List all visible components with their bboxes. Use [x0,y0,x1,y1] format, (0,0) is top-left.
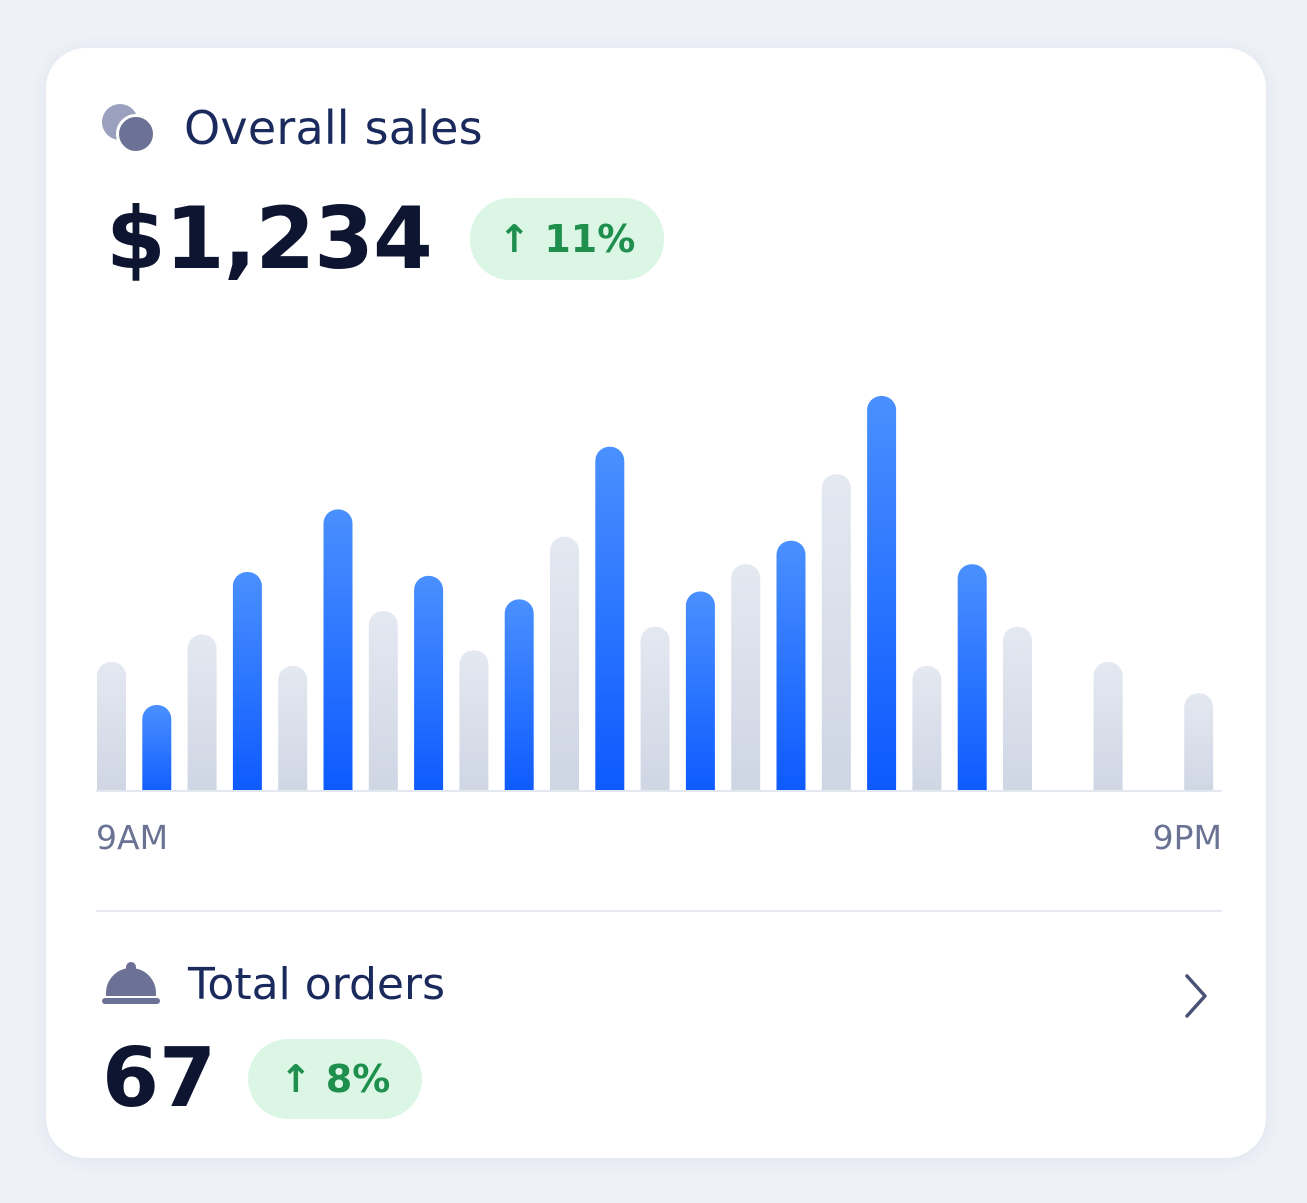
chart-bar [595,446,625,791]
chart-bar [97,661,126,791]
chart-bar [459,650,489,791]
orders-change-badge: ↑ 8% [248,1039,423,1119]
chart-bar [1003,626,1032,791]
sales-change-badge: ↑ 11% [469,198,664,280]
chart-bar [821,474,851,791]
x-axis-end-label: 9PM [1152,818,1222,857]
sales-amount: $1,234 [106,189,433,289]
chart-bar [187,634,217,791]
chevron-right-icon [1185,974,1207,1018]
chart-bar [504,599,534,791]
chart-bar [685,591,715,791]
chart-bar [368,611,398,791]
chart-bar [142,705,172,791]
sales-amount-row: $1,234 ↑ 11% [106,196,664,282]
orders-change-value: 8% [325,1057,391,1101]
chart-bar [1184,693,1214,791]
chart-bar [957,564,987,791]
sales-change-value: 11% [544,217,636,261]
orders-count-row: 67 ↑ 8% [102,1031,423,1126]
coins-icon [100,100,160,156]
chart-bar [912,665,942,791]
cloche-icon [102,960,162,1008]
orders-title: Total orders [188,958,445,1010]
chart-bar [867,396,897,791]
orders-details-button[interactable] [1176,968,1216,1024]
sales-header: Overall sales [100,100,483,156]
chart-bar [232,572,262,791]
section-divider [96,910,1222,912]
orders-header: Total orders [102,956,445,1012]
chart-bar [550,536,579,791]
chart-bar [414,575,444,791]
chart-bar [640,626,670,791]
chart-bar [278,665,308,791]
chart-bar [731,564,761,791]
arrow-up-icon: ↑ [498,217,531,261]
chart-bar [323,509,353,791]
orders-count: 67 [102,1031,217,1126]
sales-bar-chart [96,396,1222,792]
sales-title: Overall sales [184,101,483,155]
chart-bar [776,540,806,791]
arrow-up-icon: ↑ [279,1057,312,1101]
chart-bar [1093,661,1123,791]
sales-card: Overall sales $1,234 ↑ 11% 9AM 9PM [46,48,1266,1158]
x-axis-start-label: 9AM [96,818,169,857]
